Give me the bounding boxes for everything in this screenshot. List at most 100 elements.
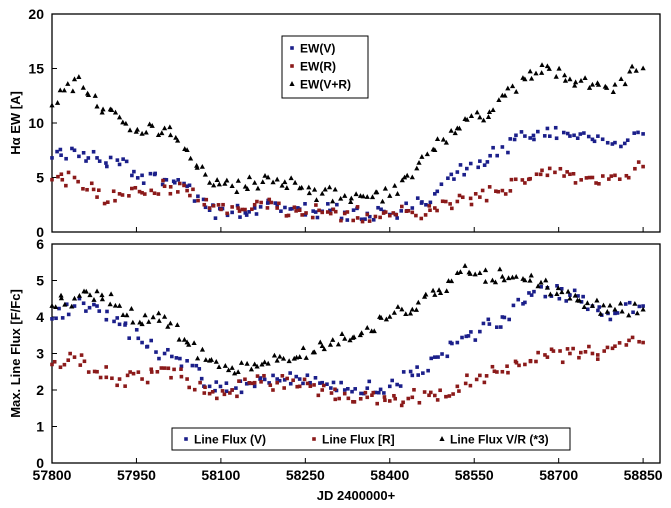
data-point	[500, 369, 505, 374]
data-point	[382, 391, 386, 395]
data-point	[548, 134, 552, 138]
y-tick-label: 4	[36, 309, 44, 325]
data-point	[562, 72, 568, 78]
data-point	[360, 193, 366, 199]
data-point	[112, 302, 119, 308]
data-point	[404, 201, 408, 206]
data-point	[140, 377, 144, 381]
data-point	[339, 331, 345, 336]
data-point	[146, 319, 152, 324]
data-point	[317, 339, 323, 345]
data-point	[265, 206, 270, 210]
data-point	[478, 195, 482, 199]
data-point	[125, 373, 130, 378]
data-point	[207, 391, 212, 396]
data-point	[311, 349, 318, 355]
data-point	[70, 146, 74, 151]
data-point	[243, 377, 247, 382]
data-point	[576, 294, 580, 298]
data-point	[508, 189, 513, 193]
data-point	[565, 288, 571, 294]
data-point	[529, 293, 534, 297]
data-point	[170, 354, 174, 359]
data-point	[438, 388, 442, 393]
legend-marker	[312, 437, 316, 441]
data-point	[242, 183, 248, 189]
data-point	[81, 301, 86, 306]
data-point	[214, 380, 219, 384]
data-point	[490, 107, 496, 113]
data-point	[270, 179, 276, 185]
legend-label: EW(V)	[300, 42, 335, 56]
data-point	[498, 325, 503, 329]
data-point	[435, 208, 439, 213]
data-point	[229, 183, 235, 189]
data-point	[466, 334, 471, 338]
data-point	[423, 291, 429, 297]
data-point	[540, 168, 544, 173]
data-point	[339, 218, 343, 223]
data-point	[211, 182, 217, 188]
data-point	[179, 367, 183, 371]
data-point	[77, 296, 82, 301]
data-point	[637, 339, 641, 344]
data-point	[91, 187, 96, 192]
data-point	[54, 100, 61, 105]
data-point	[351, 334, 357, 340]
data-point	[584, 300, 591, 306]
data-point	[230, 210, 234, 215]
data-point	[320, 210, 325, 215]
data-point	[545, 355, 550, 359]
data-point	[105, 200, 110, 204]
data-point	[557, 296, 562, 301]
data-point	[169, 375, 173, 380]
data-point	[49, 303, 55, 308]
data-point	[292, 205, 297, 210]
data-point	[322, 186, 328, 192]
data-point	[409, 174, 415, 180]
data-point	[610, 346, 615, 351]
data-point	[204, 197, 209, 202]
data-point	[57, 87, 63, 93]
data-point	[295, 384, 300, 389]
data-point	[258, 205, 263, 209]
data-point	[346, 396, 351, 401]
data-point	[460, 335, 464, 340]
data-point	[399, 177, 405, 183]
data-point	[110, 376, 114, 381]
data-point	[250, 381, 255, 386]
data-point	[452, 130, 458, 136]
data-point	[195, 355, 201, 361]
data-point	[558, 349, 562, 353]
data-point	[290, 206, 294, 211]
data-point	[95, 156, 99, 160]
data-point	[162, 351, 167, 356]
data-point	[596, 134, 600, 138]
data-point	[293, 354, 300, 360]
data-point	[565, 170, 569, 174]
data-point	[58, 365, 63, 370]
data-point	[568, 293, 572, 297]
data-point	[365, 386, 370, 390]
data-point	[347, 337, 353, 343]
data-point	[140, 340, 144, 345]
data-point	[247, 381, 252, 385]
data-point	[395, 382, 399, 387]
data-point	[528, 75, 535, 81]
data-point	[72, 175, 77, 180]
data-point	[501, 277, 507, 283]
data-point	[455, 170, 460, 174]
data-point	[582, 131, 586, 135]
data-point	[353, 191, 359, 197]
data-point	[95, 304, 99, 308]
data-point	[513, 273, 519, 279]
data-point	[203, 205, 208, 210]
data-point	[436, 355, 440, 359]
data-point	[156, 192, 161, 196]
data-point	[589, 303, 596, 308]
data-point	[392, 182, 398, 188]
data-point	[326, 202, 330, 206]
data-point	[116, 303, 123, 308]
data-point	[437, 290, 444, 295]
data-point	[234, 189, 240, 195]
